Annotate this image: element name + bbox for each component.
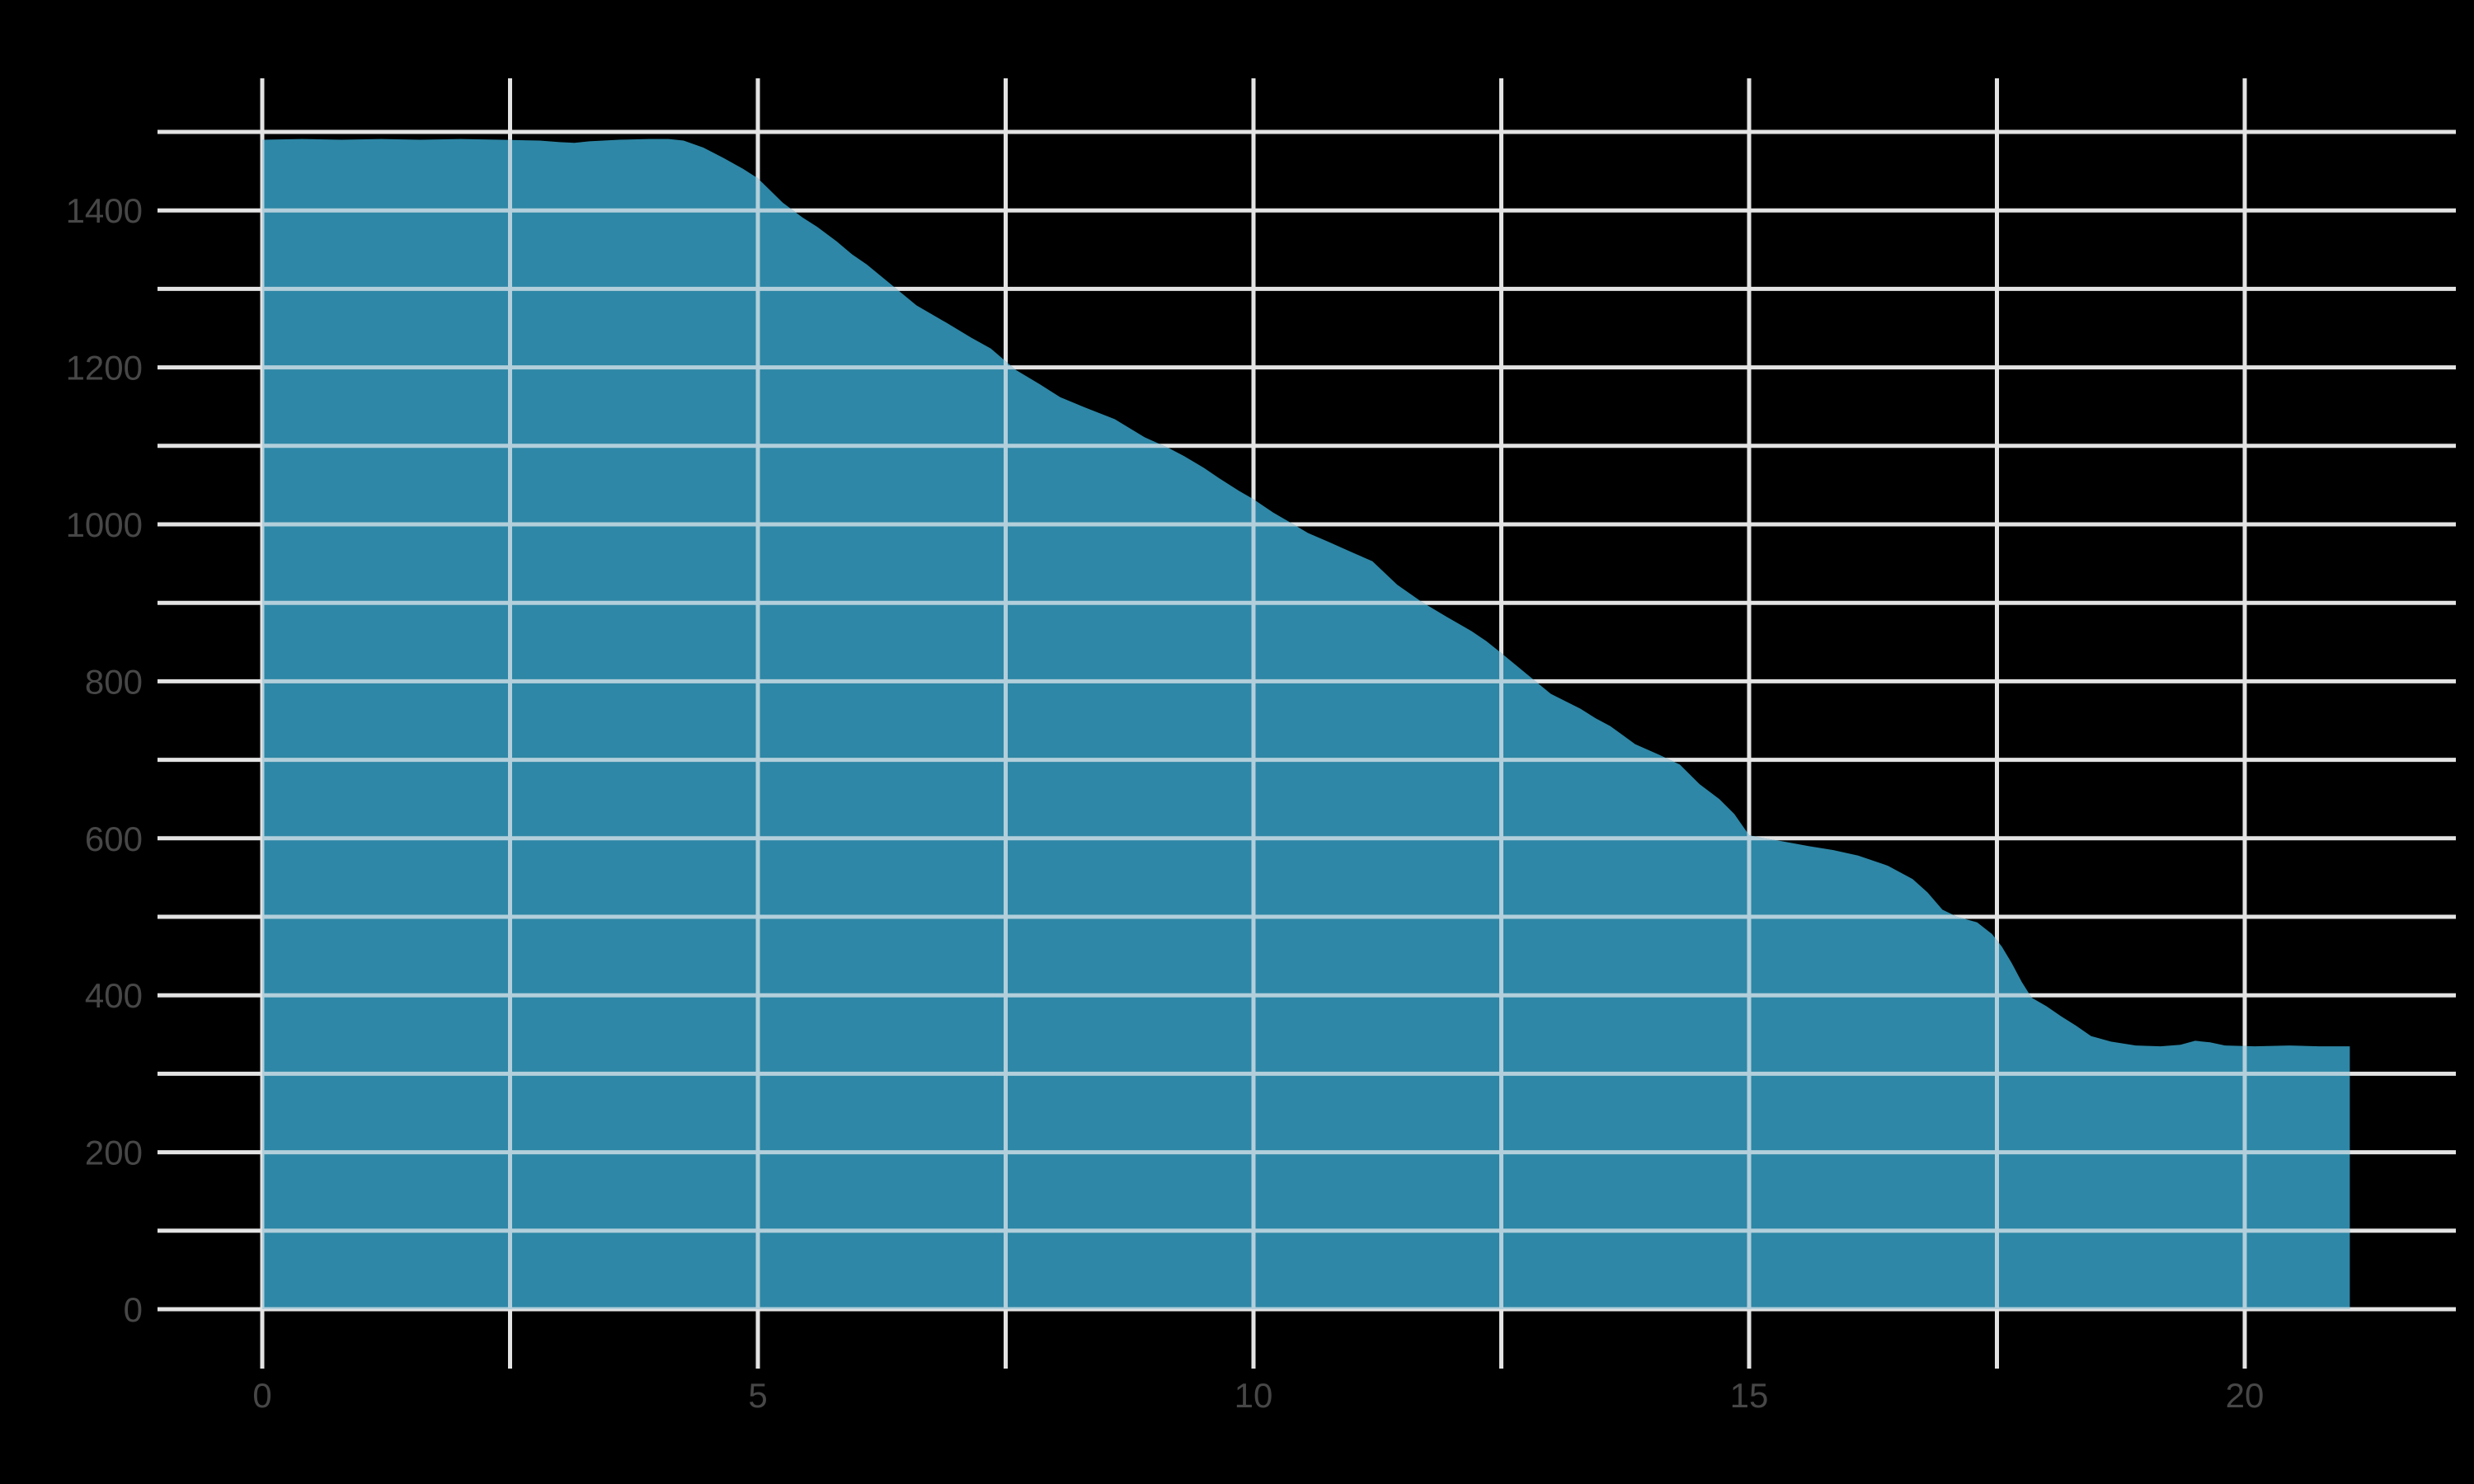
- x-axis-tick-label: 20: [2226, 1376, 2265, 1415]
- y-axis-tick-label: 1400: [66, 191, 143, 230]
- y-axis-tick-label: 200: [85, 1134, 143, 1172]
- x-axis-tick-label: 10: [1235, 1376, 1273, 1415]
- y-axis-tick-label: 1200: [66, 349, 143, 387]
- x-axis-tick-label: 5: [748, 1376, 767, 1415]
- gridlines-over-fill-layer: [262, 139, 2350, 1310]
- y-axis-tick-label: 400: [85, 976, 143, 1015]
- x-axis-labels: 0 5 10 15 20: [252, 1376, 2264, 1415]
- x-axis-tick-label: 15: [1730, 1376, 1769, 1415]
- y-axis-tick-label: 800: [85, 662, 143, 701]
- area-series-fill: [262, 139, 2350, 1310]
- x-axis-tick-label: 0: [252, 1376, 271, 1415]
- y-axis-labels: 0 200 400 600 800 1000 1200 1400: [66, 191, 143, 1329]
- y-axis-tick-label: 0: [124, 1290, 143, 1329]
- y-axis-tick-label: 1000: [66, 505, 143, 544]
- y-axis-tick-label: 600: [85, 819, 143, 858]
